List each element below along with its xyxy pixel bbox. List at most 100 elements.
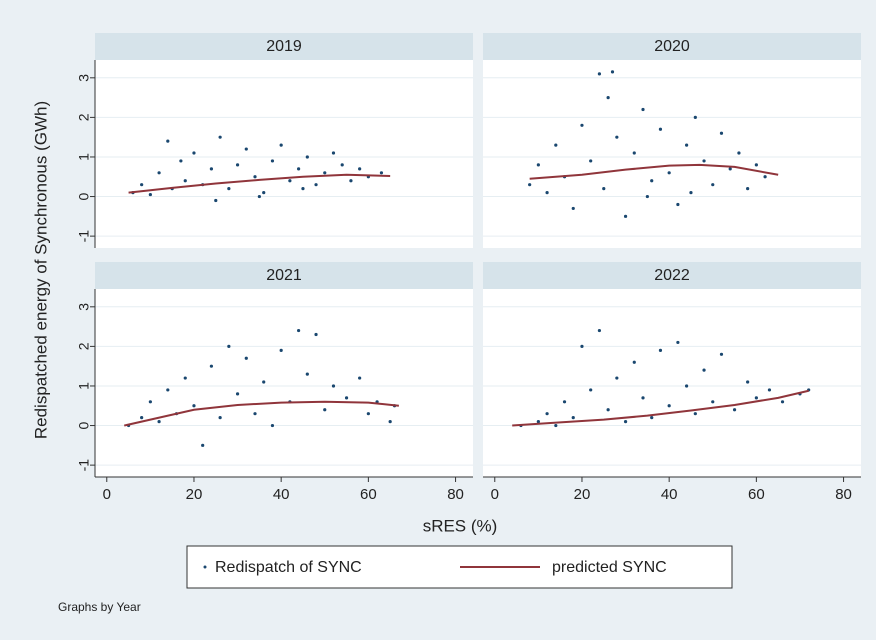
scatter-point (379, 171, 384, 175)
y-tick-label: 1 (76, 382, 92, 390)
scatter-point (331, 384, 336, 388)
scatter-point (331, 151, 336, 155)
x-tick-label: 80 (835, 486, 852, 503)
scatter-point (270, 423, 275, 428)
scatter-point (737, 151, 741, 155)
x-tick-label: 20 (186, 486, 203, 503)
x-tick-label: 40 (273, 486, 290, 503)
scatter-point (632, 360, 636, 364)
scatter-point (388, 419, 392, 424)
y-tick-label: 2 (76, 342, 92, 350)
scatter-point (297, 328, 301, 333)
scatter-point (632, 151, 636, 155)
scatter-point (253, 412, 257, 416)
scatter-point (192, 404, 196, 408)
scatter-point (301, 187, 305, 191)
x-tick-label: 60 (360, 486, 377, 503)
scatter-point (179, 159, 183, 163)
y-tick-label: -1 (76, 230, 92, 243)
scatter-point (719, 352, 724, 356)
y-axis-label: Redispatched energy of Synchronous (GWh) (31, 101, 50, 439)
scatter-point (658, 127, 663, 131)
panel-title: 2020 (654, 38, 690, 55)
scatter-point (166, 139, 170, 143)
legend-box (186, 545, 733, 589)
scatter-point (209, 364, 214, 368)
scatter-point (645, 194, 649, 199)
y-tick-label: 2 (76, 113, 92, 121)
scatter-point (253, 175, 257, 179)
scatter-point (641, 107, 645, 112)
scatter-point (763, 175, 767, 179)
scatter-point (693, 412, 697, 416)
x-tick-label: 0 (491, 486, 499, 503)
scatter-point (650, 416, 654, 420)
y-tick-label: -1 (76, 459, 92, 472)
panel-title: 2021 (266, 267, 302, 284)
scatter-point (201, 443, 205, 447)
scatter-point (323, 408, 327, 412)
scatter-point (597, 72, 602, 76)
panel-header (483, 33, 861, 60)
scatter-point (754, 396, 758, 400)
scatter-point (685, 143, 689, 147)
scatter-point (702, 159, 706, 163)
scatter-point (693, 115, 697, 119)
scatter-point (140, 416, 144, 420)
plot-area (95, 289, 473, 477)
fit-line (128, 173, 391, 194)
fit-line (512, 389, 809, 427)
scatter-point (641, 396, 645, 400)
x-axis-label: sRES (%) (423, 516, 498, 535)
scatter-point (623, 214, 628, 218)
scatter-point (711, 400, 715, 404)
fit-line (123, 400, 399, 427)
scatter-point (685, 384, 689, 388)
panel-title: 2022 (654, 267, 690, 284)
scatter-point (279, 143, 283, 147)
scatter-point (166, 388, 170, 392)
scatter-point (297, 167, 301, 171)
scatter-point (623, 419, 628, 424)
scatter-point (780, 400, 785, 404)
note: Graphs by Year (58, 600, 141, 614)
y-tick-label: 1 (76, 153, 92, 161)
x-tick-label: 0 (103, 486, 111, 503)
y-tick-label: 0 (76, 421, 92, 429)
scatter-point (257, 194, 261, 199)
scatter-point (148, 400, 152, 404)
scatter-point (218, 135, 222, 139)
scatter-point (615, 135, 619, 139)
plot-area (483, 60, 861, 248)
scatter-point (545, 412, 549, 416)
scatter-point (554, 143, 558, 147)
scatter-point (606, 408, 610, 412)
scatter-point (262, 380, 266, 384)
scatter-point (554, 423, 558, 428)
scatter-point (288, 179, 292, 183)
panel-title: 2019 (266, 38, 302, 55)
scatter-point (358, 376, 362, 380)
scatter-point (650, 179, 654, 183)
scatter-point (349, 179, 353, 183)
scatter-point (305, 372, 309, 376)
plot-area (483, 289, 861, 477)
scatter-point (580, 123, 584, 127)
scatter-point (571, 206, 575, 211)
scatter-point (767, 388, 772, 392)
scatter-point (528, 183, 532, 187)
scatter-point (545, 190, 549, 195)
x-tick-label: 20 (574, 486, 591, 503)
scatter-point (728, 167, 732, 171)
scatter-point (606, 96, 610, 100)
scatter-point (580, 344, 584, 348)
scatter-point (732, 408, 737, 412)
scatter-point (589, 388, 593, 392)
x-tick-label: 40 (661, 486, 678, 503)
scatter-point (615, 376, 619, 380)
panel-header (95, 262, 473, 289)
scatter-point (610, 70, 615, 74)
scatter-point (183, 179, 187, 183)
scatter-point (340, 163, 344, 167)
